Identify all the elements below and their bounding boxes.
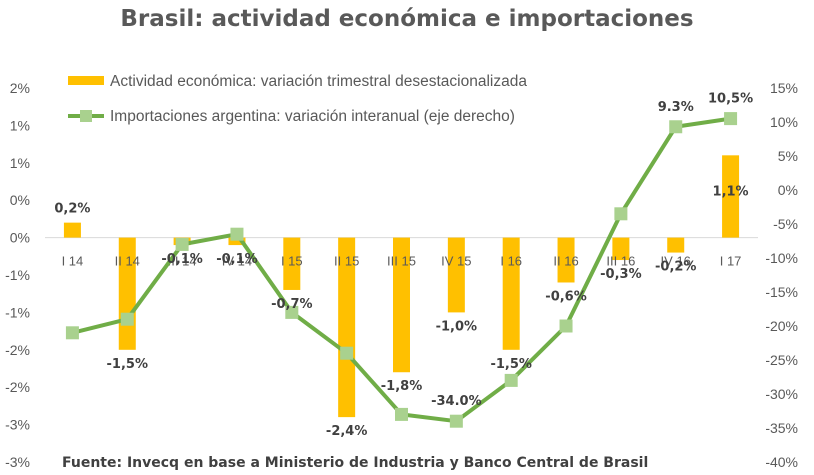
bar-data-label: -1,5% — [490, 357, 531, 372]
line-series — [65, 112, 738, 428]
right-tick-label: -30% — [765, 386, 798, 402]
line-marker — [230, 227, 244, 241]
legend-bar-label: Actividad económica: variación trimestra… — [110, 73, 527, 90]
category-label: II 16 — [553, 254, 578, 269]
bar-data-labels: 0,2% -1,5% -0,1% -0,1% -0,7% -2,4% -1,8% -1,0% -… — [54, 184, 748, 439]
right-tick-label: 5% — [778, 148, 798, 164]
line-marker — [614, 207, 628, 221]
bar-data-label: -1,8% — [381, 379, 422, 394]
bar — [502, 237, 520, 350]
bar — [283, 237, 301, 290]
right-tick-label: -20% — [765, 318, 798, 334]
bar — [228, 237, 246, 246]
line-data-label: -34.0% — [431, 394, 482, 409]
bar — [338, 237, 356, 418]
line-marker — [669, 120, 683, 134]
right-tick-label: -25% — [765, 352, 798, 368]
bar-data-label: -0,7% — [271, 297, 312, 312]
right-tick-label: -35% — [765, 420, 798, 436]
right-tick-label: -10% — [765, 250, 798, 266]
right-tick-label: -5% — [773, 216, 798, 232]
line-marker — [504, 373, 518, 387]
left-tick-label: -2% — [5, 342, 30, 358]
bar — [722, 155, 740, 238]
bar-data-label: -2,4% — [326, 424, 367, 439]
line-data-label: 10,5% — [708, 92, 753, 107]
left-tick-label: 1% — [10, 117, 30, 133]
bar — [612, 237, 630, 261]
category-labels: I 14 II 14 III 14 IV 14 I 15 II 15 III 15 IV 15… — [62, 254, 742, 269]
category-label: II 15 — [334, 254, 359, 269]
category-label: I 16 — [500, 254, 522, 269]
category-label: IV 15 — [441, 254, 471, 269]
right-axis: 15% 10% 5% 0% -5% -10% -15% -20% -25% -30% -35% -40… — [765, 80, 798, 470]
left-tick-label: 1% — [10, 155, 30, 171]
left-tick-label: -1% — [5, 304, 30, 320]
category-label: II 14 — [115, 254, 140, 269]
line-marker — [559, 319, 573, 333]
bar-data-label: -0,1% — [161, 252, 202, 267]
category-label: III 15 — [387, 254, 416, 269]
category-label: I 15 — [281, 254, 303, 269]
bar-series — [63, 155, 740, 418]
left-tick-label: 0% — [10, 192, 30, 208]
left-tick-label: -3% — [5, 454, 30, 470]
legend-bar-swatch — [68, 76, 104, 85]
right-tick-label: -40% — [765, 454, 798, 470]
bar-data-label: 1,1% — [713, 184, 749, 199]
line-marker — [449, 414, 463, 428]
category-label: III 16 — [606, 254, 635, 269]
line-marker — [395, 407, 408, 421]
line-marker — [340, 346, 354, 360]
right-tick-label: 10% — [770, 114, 798, 130]
bar — [447, 237, 465, 313]
line-marker — [724, 112, 738, 126]
left-tick-label: 2% — [10, 80, 30, 96]
bar-data-label: -1,0% — [436, 319, 477, 334]
bar-data-label: -1,5% — [107, 357, 148, 372]
right-tick-label: -15% — [765, 284, 798, 300]
line-data-labels: 9.3% 10,5% -34.0% — [431, 92, 753, 410]
left-axis: 2% 1% 1% 0% 0% -1% -1% -2% -2% -3% -3% — [5, 80, 30, 470]
line-marker — [65, 326, 79, 340]
bar — [557, 237, 575, 283]
legend: Actividad económica: variación trimestra… — [68, 73, 527, 125]
left-tick-label: -3% — [5, 417, 30, 433]
category-label: IV 14 — [222, 254, 252, 269]
bar-data-label: -0,1% — [216, 252, 257, 267]
bar-data-label: -0,2% — [655, 260, 696, 275]
bar-data-label: 0,2% — [54, 202, 90, 217]
left-tick-label: 0% — [10, 230, 30, 246]
source-note: Fuente: Invecq en base a Ministerio de I… — [62, 455, 648, 471]
right-tick-label: 0% — [778, 182, 798, 198]
category-label: I 14 — [62, 254, 84, 269]
bar-data-label: -0,6% — [545, 289, 586, 304]
line-marker — [175, 237, 189, 251]
bar — [667, 237, 685, 253]
line-marker — [285, 305, 299, 319]
line-marker — [120, 312, 134, 326]
chart-title: Brasil: actividad económica e importacio… — [120, 6, 693, 32]
right-tick-label: 15% — [770, 80, 798, 96]
line-data-label: 9.3% — [658, 100, 694, 115]
legend-line-label: Importaciones argentina: variación inter… — [110, 108, 515, 125]
bar — [393, 237, 410, 373]
category-label: IV 16 — [661, 254, 691, 269]
left-tick-label: -1% — [5, 267, 30, 283]
bar-data-label: -0,3% — [600, 267, 641, 282]
left-tick-label: -2% — [5, 379, 30, 395]
legend-line-marker — [80, 110, 92, 122]
bar — [63, 222, 81, 238]
category-label: I 17 — [720, 254, 742, 269]
